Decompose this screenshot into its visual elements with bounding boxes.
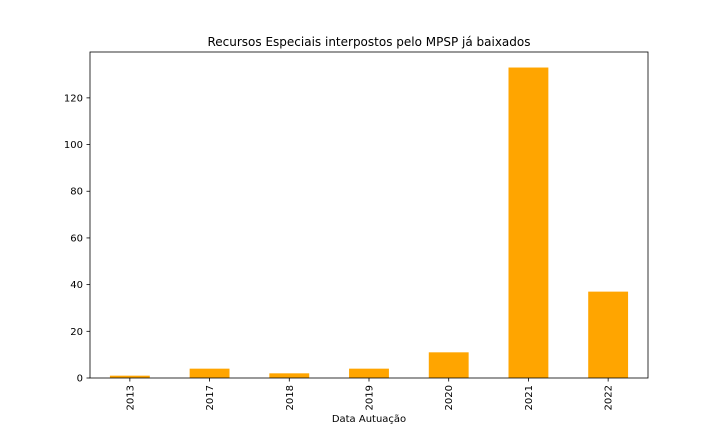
y-tick-label-60: 60 [70,233,83,244]
x-tick-label-2019: 2019 [365,385,376,410]
chart-title: Recursos Especiais interpostos pelo MPSP… [207,35,530,49]
plot-frame [89,51,649,379]
x-tick-label-2021: 2021 [524,385,535,410]
y-axis: 0 20 40 60 80 100 120 [64,93,90,385]
x-tick-label-2022: 2022 [604,385,615,410]
x-tick-label-2013: 2013 [125,385,136,410]
bar-2020 [428,352,469,378]
x-tick-label-2017: 2017 [205,385,216,410]
y-tick-label-100: 100 [64,140,83,151]
y-tick-label-80: 80 [70,187,83,198]
bar-2022 [588,291,629,378]
y-tick-label-20: 20 [70,327,83,338]
bar-2013 [109,375,150,378]
y-tick-label-40: 40 [70,280,83,291]
x-tick-label-2018: 2018 [285,385,296,410]
bars-group [109,67,629,379]
y-tick-label-0: 0 [77,374,83,385]
bar-2019 [349,368,389,378]
x-axis-title: Data Autuação [332,414,406,425]
x-axis: 2013 2017 2018 2019 2020 2021 2022 [125,378,615,410]
x-tick-label-2020: 2020 [444,385,455,410]
y-tick-label-120: 120 [64,93,83,104]
bar-2017 [189,368,230,378]
bar-2021 [508,67,549,379]
bar-2018 [269,373,310,378]
